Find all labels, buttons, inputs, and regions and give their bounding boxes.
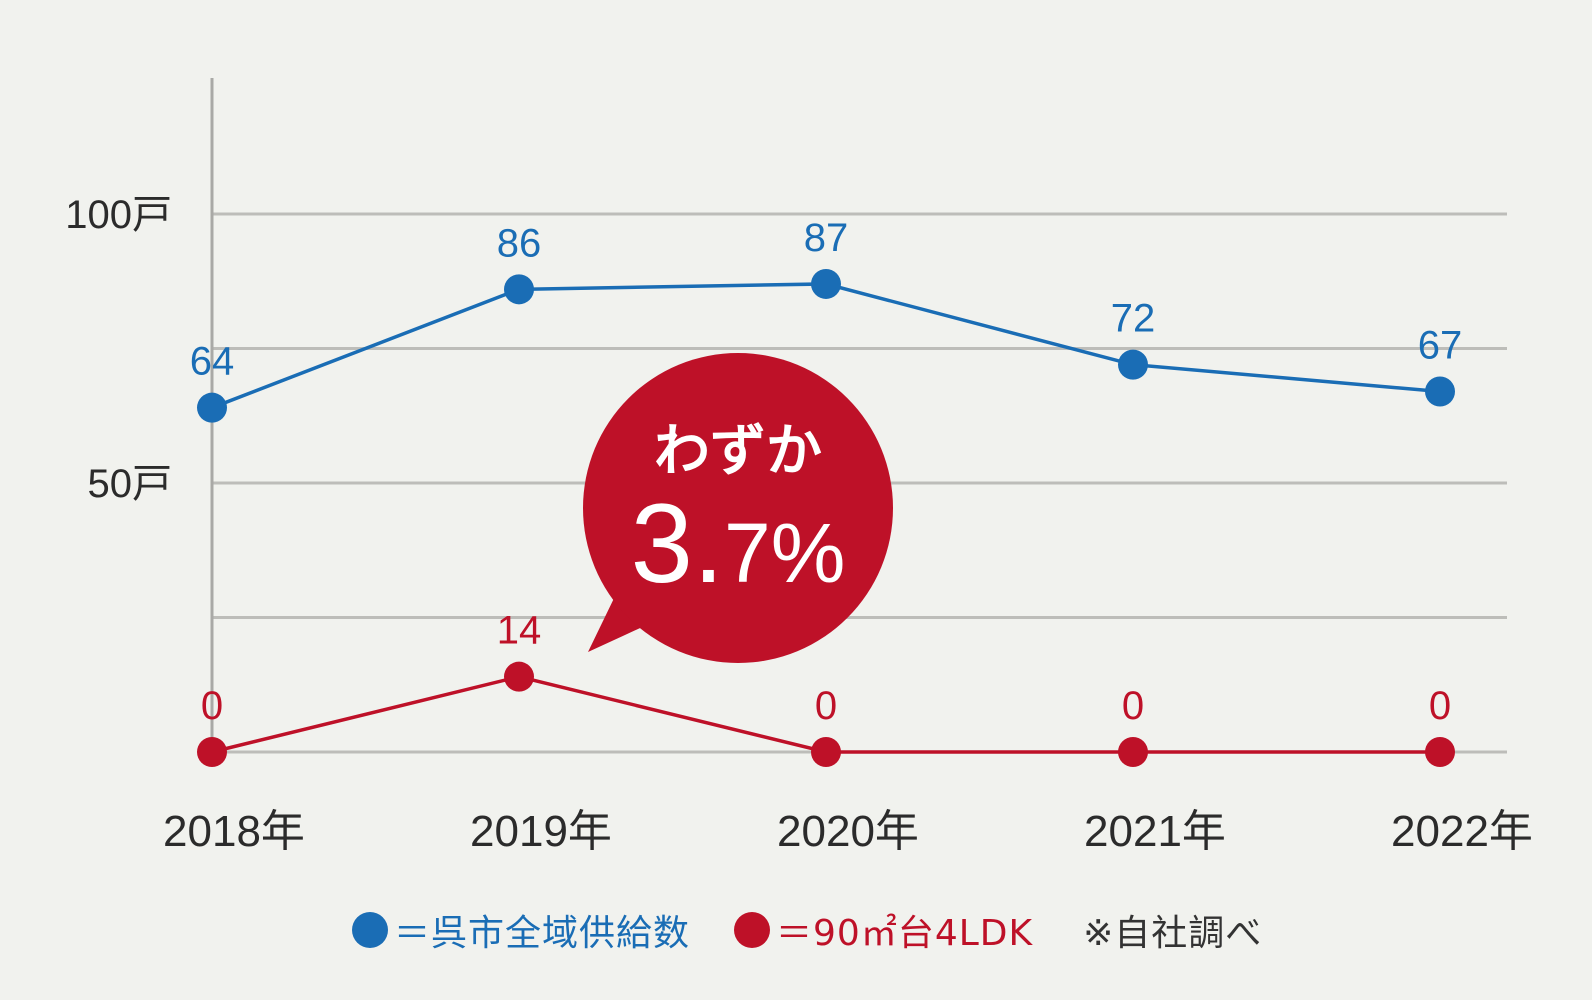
data-point: [811, 737, 841, 767]
y-tick-label: 50戸: [88, 462, 173, 506]
x-tick-label: 2020年: [777, 807, 919, 856]
data-label: 67: [1418, 324, 1463, 368]
chart-legend: ＝呉市全域供給数 ＝90㎡台4LDK ※自社調べ: [352, 905, 1262, 955]
legend-dot-blue-icon: [352, 912, 388, 948]
legend-item-4ldk: ＝90㎡台4LDK: [734, 904, 1033, 956]
legend-label-4ldk: ＝90㎡台4LDK: [776, 913, 1034, 954]
callout-text: わずか: [654, 419, 822, 482]
callout-bubble: [583, 353, 893, 663]
callout-value-major: 3.: [631, 481, 724, 606]
data-label: 64: [190, 340, 235, 384]
data-point: [1118, 737, 1148, 767]
data-point: [504, 274, 534, 305]
data-point: [1425, 737, 1455, 767]
x-tick-label: 2019年: [470, 807, 612, 856]
data-point: [1118, 349, 1148, 380]
x-tick-label: 2022年: [1391, 807, 1533, 856]
callout-value: 3.7%: [631, 481, 846, 606]
data-point: [811, 268, 841, 299]
data-label: 0: [1122, 684, 1144, 728]
legend-note: ※自社調べ: [1083, 913, 1263, 954]
callout-value-minor: 7%: [724, 506, 845, 600]
legend-label-city: ＝呉市全域供給数: [394, 913, 691, 954]
x-tick-label: 2021年: [1084, 807, 1226, 856]
data-label: 86: [497, 221, 542, 265]
data-point: [504, 661, 534, 692]
data-label: 87: [804, 216, 849, 260]
legend-item-city: ＝呉市全域供給数: [352, 904, 690, 956]
data-point: [197, 392, 227, 423]
data-point: [1425, 376, 1455, 407]
data-label: 0: [815, 684, 837, 728]
legend-dot-red-icon: [734, 912, 771, 948]
data-label: 14: [497, 609, 542, 653]
data-label: 0: [201, 684, 223, 728]
x-tick-label: 2018年: [163, 807, 305, 856]
y-tick-label: 100戸: [65, 193, 172, 237]
data-label: 72: [1111, 297, 1156, 341]
data-label: 0: [1429, 684, 1451, 728]
data-point: [197, 737, 227, 767]
